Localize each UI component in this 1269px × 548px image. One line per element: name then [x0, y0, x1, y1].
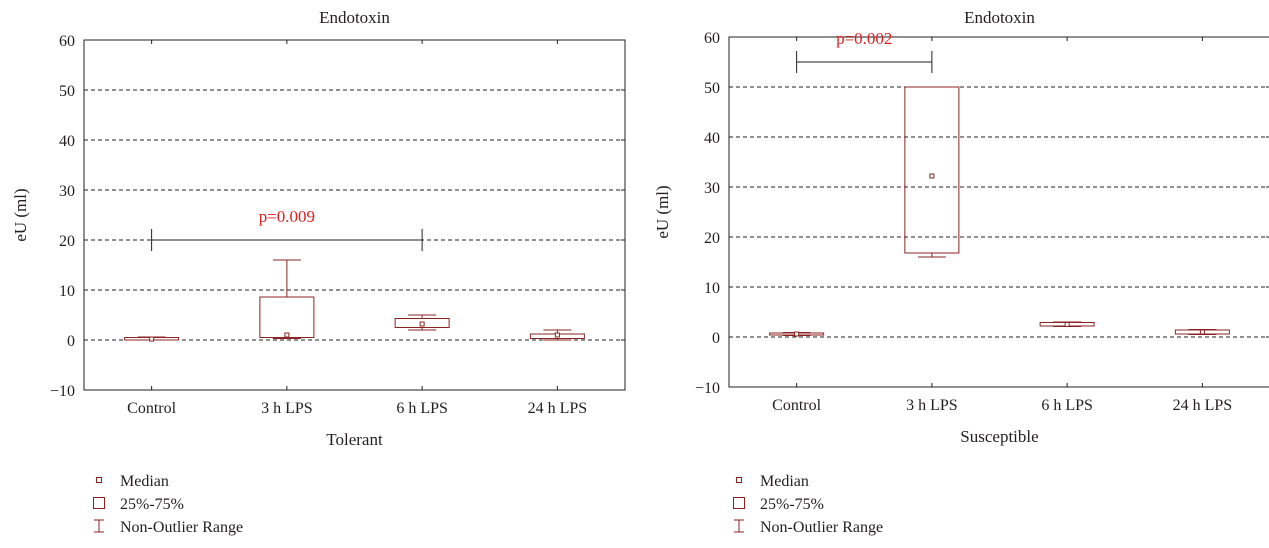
x-tick-label: 3 h LPS [906, 397, 958, 414]
legend-item-label: 25%-75% [120, 496, 184, 513]
y-tick-label: 50 [59, 83, 75, 100]
y-tick-label: 0 [67, 333, 75, 350]
legend-item-label: Median [760, 473, 809, 490]
plot-frame [83, 39, 626, 391]
legend-box-icon [733, 497, 745, 509]
plot-frame [728, 36, 1269, 388]
y-tick-label: 60 [704, 30, 720, 47]
legend-median-icon [96, 477, 102, 483]
y-tick-label: 60 [59, 33, 75, 50]
median-marker [794, 331, 800, 337]
box-iqr [394, 318, 450, 328]
legend-median-icon [736, 477, 742, 483]
x-tick-label: 6 h LPS [1041, 397, 1093, 414]
y-tick-label: −10 [50, 383, 75, 400]
median-marker [284, 332, 290, 338]
median-marker [1064, 322, 1070, 327]
y-tick-label: 20 [704, 230, 720, 247]
x-tick-label: Control [127, 400, 176, 417]
y-tick-label: 0 [712, 330, 720, 347]
x-tick-label: 24 h LPS [528, 400, 588, 417]
x-tick-label: Control [772, 397, 821, 414]
median-marker [554, 332, 560, 338]
chart-title: Endotoxin [964, 8, 1035, 27]
legend-box-icon [93, 497, 105, 509]
y-tick-label: 40 [59, 133, 75, 150]
legend-item-label: Non-Outlier Range [760, 519, 883, 536]
x-tick-label: 24 h LPS [1173, 397, 1233, 414]
median-marker [149, 336, 155, 342]
y-tick-label: −10 [695, 380, 720, 397]
median-marker [1199, 329, 1205, 335]
y-axis-label: eU (ml) [653, 185, 672, 238]
chart-panel-1: Endotoxin 60 50 40 30 20 10 0 −10 Control 3 h LPS 6… [11, 8, 626, 536]
y-tick-label: 10 [704, 280, 720, 297]
y-tick-label: 50 [704, 80, 720, 97]
box-iqr [904, 86, 960, 254]
x-tick-label: 6 h LPS [396, 400, 448, 417]
y-tick-label: 30 [704, 180, 720, 197]
x-axis-label: Tolerant [326, 430, 383, 449]
median-marker [929, 173, 935, 179]
median-marker [419, 321, 425, 327]
legend-item-label: Median [120, 473, 169, 490]
p-value-label: p=0.009 [259, 207, 315, 226]
chart-title: Endotoxin [319, 8, 390, 27]
legend-item-label: Non-Outlier Range [120, 519, 243, 536]
x-axis-label: Susceptible [960, 427, 1038, 446]
p-value-label: p=0.002 [836, 29, 892, 48]
y-axis-label: eU (ml) [11, 188, 30, 241]
y-tick-label: 10 [59, 283, 75, 300]
chart-panel-2: Endotoxin 60 50 40 30 20 10 0 −10 Control 3 h LPS 6… [653, 8, 1269, 536]
legend-item-label: 25%-75% [760, 496, 824, 513]
y-tick-label: 20 [59, 233, 75, 250]
y-tick-label: 40 [704, 130, 720, 147]
box-iqr [259, 296, 315, 338]
x-tick-label: 3 h LPS [261, 400, 313, 417]
y-tick-label: 30 [59, 183, 75, 200]
